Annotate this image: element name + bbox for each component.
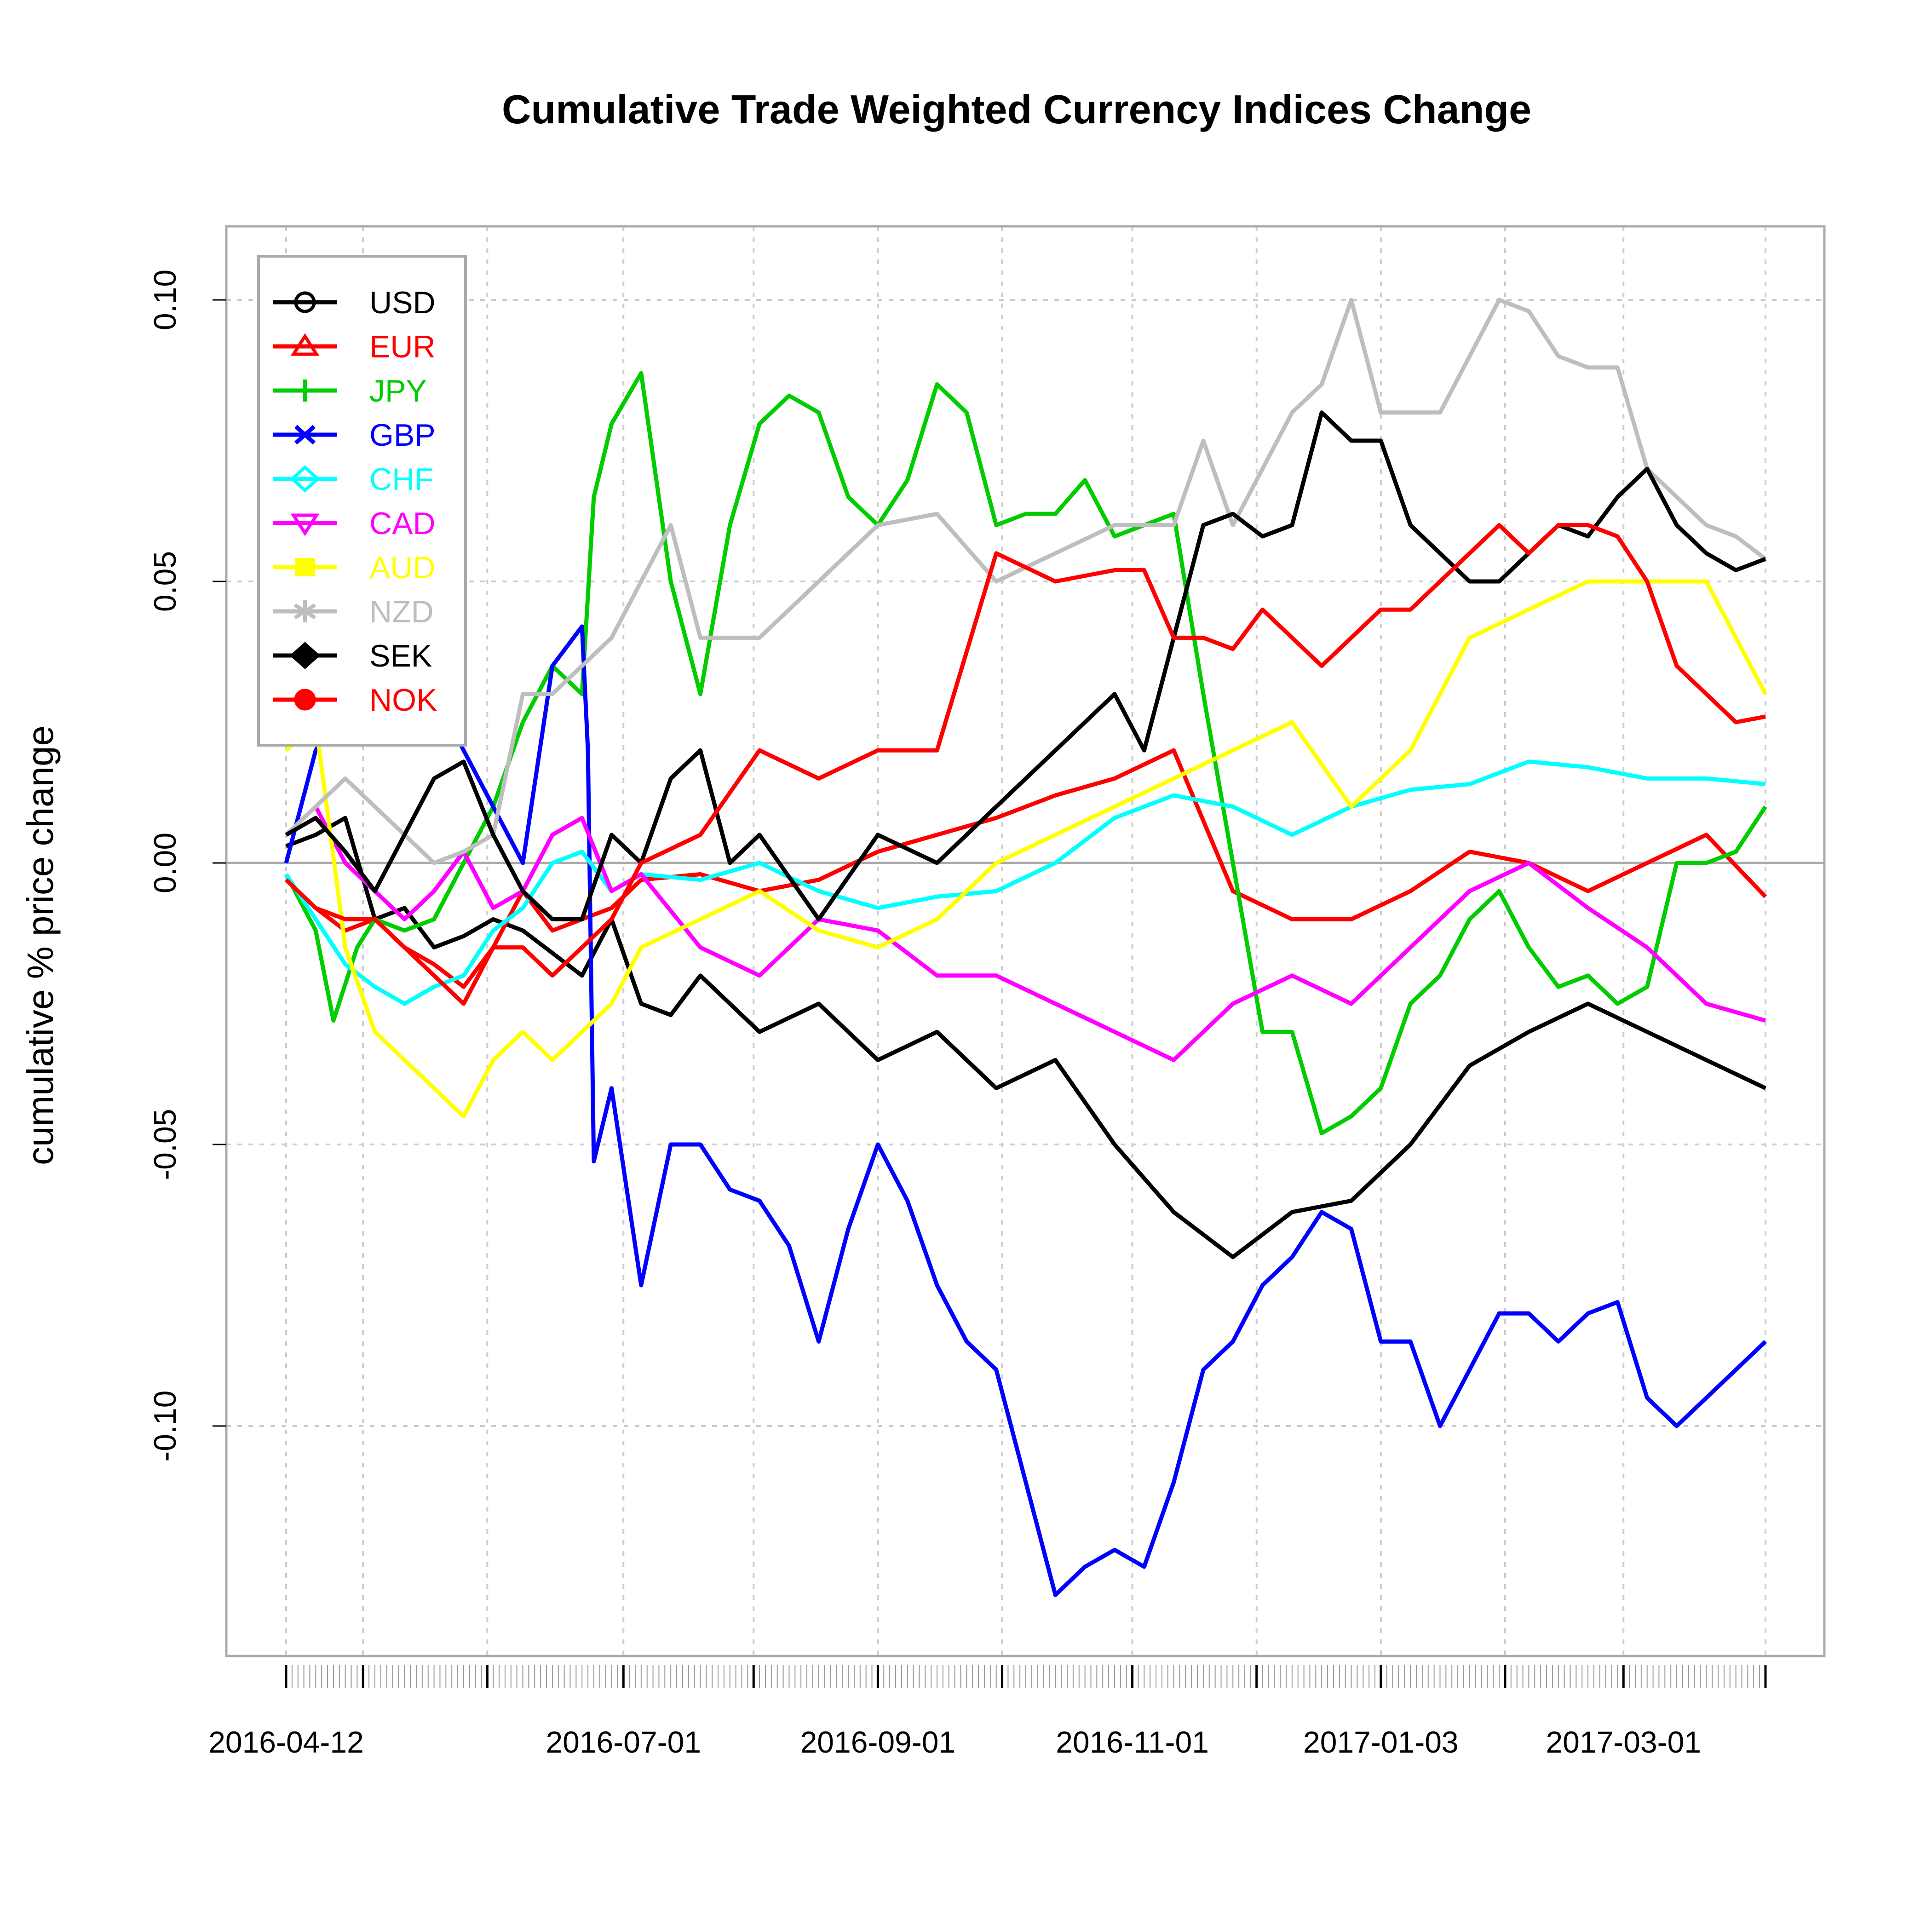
series-line-usd [285, 816, 1766, 1259]
legend-marker-icon [294, 291, 316, 313]
legend-label: CAD [369, 506, 436, 541]
legend-marker-icon [289, 642, 321, 669]
series-line-eur [284, 748, 1767, 989]
legend-marker-icon [293, 600, 316, 622]
y-tick-label: 0.00 [148, 833, 183, 893]
series-lines [284, 298, 1767, 1597]
series-line-sek [285, 410, 1766, 921]
legend-label: JPY [369, 374, 427, 408]
legend-marker-icon [294, 425, 316, 445]
y-axis-label: cumulative % price change [20, 725, 61, 1165]
grid [226, 226, 1824, 1656]
legend-marker-icon [290, 513, 320, 536]
x-tick-label: 2017-03-01 [1546, 1725, 1701, 1759]
series-line-chf [284, 759, 1766, 1006]
y-axis: -0.10 -0.05 0.00 0.05 0.10 [148, 270, 226, 1462]
legend-label: CHF [369, 462, 434, 497]
legend-label: NOK [369, 683, 437, 718]
legend-label: USD [369, 285, 436, 320]
legend-label: SEK [369, 638, 432, 673]
x-tick-label: 2016-04-12 [208, 1725, 364, 1759]
series-line-aud [284, 579, 1767, 1119]
series-line-gbp [284, 579, 1767, 1597]
legend: USD EUR JPY GBP CHF CAD AUD NZD SEK NOK [257, 255, 467, 747]
legend-label: EUR [369, 329, 436, 364]
y-tick-label: 0.10 [148, 270, 183, 330]
series-line-jpy [284, 371, 1767, 1135]
legend-label: NZD [369, 594, 434, 629]
y-tick-label: -0.10 [148, 1391, 183, 1462]
series-line-nzd [284, 298, 1767, 865]
x-tick-label: 2016-11-01 [1056, 1725, 1209, 1759]
series-line-cad [284, 805, 1766, 1062]
chart-title: Cumulative Trade Weighted Currency Indic… [502, 86, 1531, 132]
legend-label: GBP [369, 418, 436, 453]
legend-marker-icon [290, 333, 320, 356]
series-line-nok [284, 523, 1766, 1006]
plot-frame [225, 225, 1826, 1657]
legend-marker-icon [289, 465, 321, 493]
y-tick-label: -0.05 [148, 1109, 183, 1180]
legend-marker-icon [294, 689, 316, 711]
legend-marker-icon [295, 558, 315, 576]
legend-box [257, 255, 467, 747]
x-axis: 2016-04-12 2016-07-01 2016-09-01 2016-11-01… [208, 1665, 1767, 1759]
y-tick-label: 0.05 [148, 551, 183, 612]
x-tick-label: 2016-09-01 [800, 1725, 956, 1759]
legend-label: AUD [369, 550, 436, 585]
x-tick-label: 2016-07-01 [546, 1725, 701, 1759]
x-tick-label: 2017-01-03 [1303, 1725, 1459, 1759]
